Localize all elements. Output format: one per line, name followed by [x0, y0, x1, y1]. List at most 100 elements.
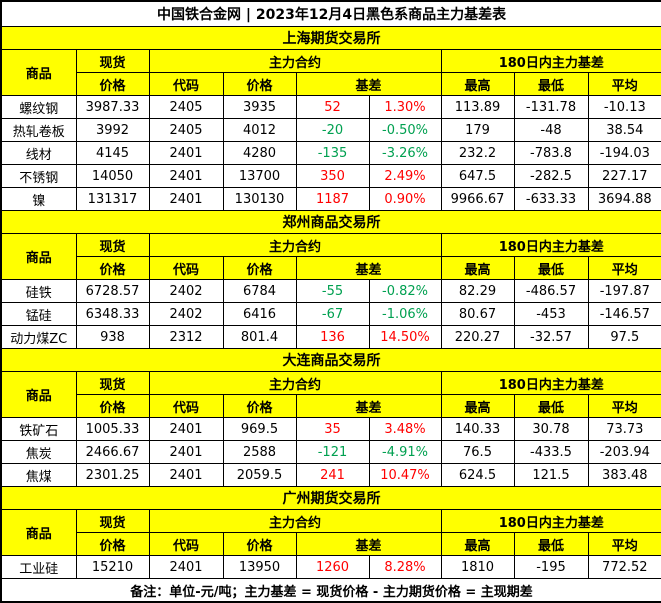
column-group-header-row: 商品 现货 主力合约 180日内主力基差 — [0, 509, 661, 556]
basis-avg: 227.17 — [587, 164, 661, 188]
basis-avg: 38.54 — [587, 118, 661, 142]
commodity-name: 锰硅 — [0, 302, 77, 326]
col-header-commodity: 商品 — [0, 371, 77, 418]
col-group-spot: 现货 — [75, 371, 150, 395]
basis-low: -433.5 — [513, 440, 589, 464]
contract-price: 801.4 — [222, 325, 297, 349]
contract-code: 2401 — [148, 164, 224, 188]
basis-percent: -0.82% — [368, 279, 442, 303]
contract-price: 2059.5 — [222, 463, 297, 487]
basis-avg: -10.13 — [587, 95, 661, 119]
basis-percent: 0.90% — [368, 187, 442, 211]
col-group-basis-180d: 180日内主力基差 — [440, 371, 661, 395]
contract-price: 2588 — [222, 440, 297, 464]
basis-low: -195 — [513, 555, 589, 579]
column-group-header-row: 商品 现货 主力合约 180日内主力基差 — [0, 233, 661, 280]
spot-price: 15210 — [75, 555, 150, 579]
basis-high: 624.5 — [440, 463, 515, 487]
page-title: 中国铁合金网 | 2023年12月4日黑色系商品主力基差表 — [0, 0, 661, 27]
table-row: 焦炭 2466.67 2401 2588 -121 -4.91% 76.5 -433.5 -20… — [0, 440, 661, 464]
basis-high: 113.89 — [440, 95, 515, 119]
basis-value: 350 — [295, 164, 370, 188]
col-group-main-contract: 主力合约 — [148, 509, 442, 533]
col-header-contract-code: 代码 — [148, 532, 224, 556]
basis-value: -55 — [295, 279, 370, 303]
basis-percent: -3.26% — [368, 141, 442, 165]
spot-price: 2301.25 — [75, 463, 150, 487]
basis-low: -131.78 — [513, 95, 589, 119]
contract-price: 3935 — [222, 95, 297, 119]
basis-high: 76.5 — [440, 440, 515, 464]
col-group-main-contract: 主力合约 — [148, 49, 442, 73]
col-header-commodity: 商品 — [0, 49, 77, 96]
col-header-spot-price: 价格 — [75, 532, 150, 556]
exchange-section-header: 郑州商品交易所 — [0, 210, 661, 234]
commodity-name: 工业硅 — [0, 555, 77, 579]
col-header-low: 最低 — [513, 532, 589, 556]
basis-value: 1187 — [295, 187, 370, 211]
spot-price: 4145 — [75, 141, 150, 165]
commodity-name: 铁矿石 — [0, 417, 77, 441]
table-footnote: 备注：单位-元/吨；主力基差 = 现货价格 - 主力期货价格 = 主现期差 — [0, 578, 661, 603]
basis-high: 179 — [440, 118, 515, 142]
commodity-name: 动力煤ZC — [0, 325, 77, 349]
col-group-main-contract: 主力合约 — [148, 233, 442, 257]
basis-high: 232.2 — [440, 141, 515, 165]
contract-price: 13700 — [222, 164, 297, 188]
col-header-avg: 平均 — [587, 394, 661, 418]
col-group-basis-180d: 180日内主力基差 — [440, 49, 661, 73]
col-header-contract-code: 代码 — [148, 256, 224, 280]
basis-low: -783.8 — [513, 141, 589, 165]
col-header-basis: 基差 — [295, 532, 442, 556]
basis-value: -135 — [295, 141, 370, 165]
basis-low: -633.33 — [513, 187, 589, 211]
basis-low: -282.5 — [513, 164, 589, 188]
contract-code: 2312 — [148, 325, 224, 349]
col-header-contract-code: 代码 — [148, 394, 224, 418]
contract-code: 2401 — [148, 463, 224, 487]
table-row: 动力煤ZC 938 2312 801.4 136 14.50% 220.27 -32.57 97… — [0, 325, 661, 349]
basis-value: -20 — [295, 118, 370, 142]
table-row: 不锈钢 14050 2401 13700 350 2.49% 647.5 -282.5 227.… — [0, 164, 661, 188]
col-header-basis: 基差 — [295, 72, 442, 96]
basis-low: 121.5 — [513, 463, 589, 487]
commodity-name: 线材 — [0, 141, 77, 165]
basis-value: -121 — [295, 440, 370, 464]
basis-value: 1260 — [295, 555, 370, 579]
col-group-basis-180d: 180日内主力基差 — [440, 509, 661, 533]
spot-price: 2466.67 — [75, 440, 150, 464]
basis-high: 9966.67 — [440, 187, 515, 211]
basis-avg: 73.73 — [587, 417, 661, 441]
basis-value: 35 — [295, 417, 370, 441]
contract-code: 2401 — [148, 187, 224, 211]
basis-avg: 3694.88 — [587, 187, 661, 211]
contract-price: 130130 — [222, 187, 297, 211]
spot-price: 1005.33 — [75, 417, 150, 441]
table-row: 锰硅 6348.33 2402 6416 -67 -1.06% 80.67 -453 -146.… — [0, 302, 661, 326]
basis-value: 136 — [295, 325, 370, 349]
commodity-name: 螺纹钢 — [0, 95, 77, 119]
contract-code: 2405 — [148, 118, 224, 142]
col-header-high: 最高 — [440, 532, 515, 556]
basis-high: 647.5 — [440, 164, 515, 188]
basis-high: 1810 — [440, 555, 515, 579]
col-header-contract-price: 价格 — [222, 394, 297, 418]
col-header-high: 最高 — [440, 72, 515, 96]
contract-code: 2402 — [148, 279, 224, 303]
basis-value: 52 — [295, 95, 370, 119]
basis-avg: -146.57 — [587, 302, 661, 326]
commodity-name: 镍 — [0, 187, 77, 211]
basis-percent: -0.50% — [368, 118, 442, 142]
commodity-name: 热轧卷板 — [0, 118, 77, 142]
contract-price: 969.5 — [222, 417, 297, 441]
col-header-contract-price: 价格 — [222, 256, 297, 280]
commodity-name: 硅铁 — [0, 279, 77, 303]
basis-high: 80.67 — [440, 302, 515, 326]
col-group-spot: 现货 — [75, 233, 150, 257]
table-row: 工业硅 15210 2401 13950 1260 8.28% 1810 -195 772.52 — [0, 555, 661, 579]
column-header-row: 价格 代码 价格 基差 最高 最低 平均 — [1, 394, 661, 418]
basis-avg: -194.03 — [587, 141, 661, 165]
basis-high: 82.29 — [440, 279, 515, 303]
basis-low: -453 — [513, 302, 589, 326]
column-header-row: 价格 代码 价格 基差 最高 最低 平均 — [1, 256, 661, 280]
